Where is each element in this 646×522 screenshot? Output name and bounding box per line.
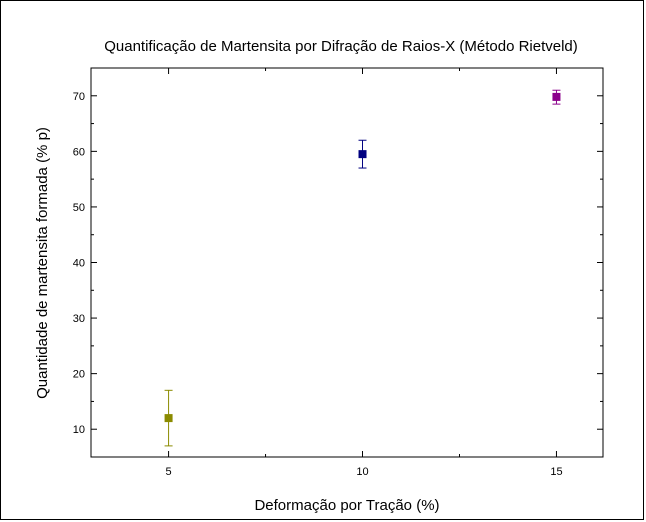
y-tick-label: 20 <box>73 369 85 381</box>
y-tick-label: 40 <box>73 258 85 270</box>
y-tick-label: 50 <box>73 202 85 214</box>
y-axis-ticks: 10 20 30 40 50 60 70 <box>73 67 603 436</box>
y-tick-label: 60 <box>73 146 85 158</box>
plot-area <box>90 67 604 458</box>
data-points <box>164 89 561 447</box>
x-axis-label: Deformação por Tração (%) <box>254 497 439 514</box>
y-tick-label: 30 <box>73 313 85 325</box>
data-point-marker <box>358 150 367 159</box>
y-tick-label: 10 <box>73 424 85 436</box>
chart-title: Quantificação de Martensita por Difração… <box>104 38 578 55</box>
x-tick-label: 15 <box>550 466 562 478</box>
data-point-marker <box>552 92 561 101</box>
y-tick-label: 70 <box>73 91 85 103</box>
x-tick-label: 10 <box>356 466 368 478</box>
y-axis-label: Quantidade de martensita formada (% p) <box>34 127 51 399</box>
x-axis-ticks: 5 10 15 <box>166 68 563 478</box>
data-point-marker <box>164 414 173 423</box>
x-tick-label: 5 <box>166 466 172 478</box>
